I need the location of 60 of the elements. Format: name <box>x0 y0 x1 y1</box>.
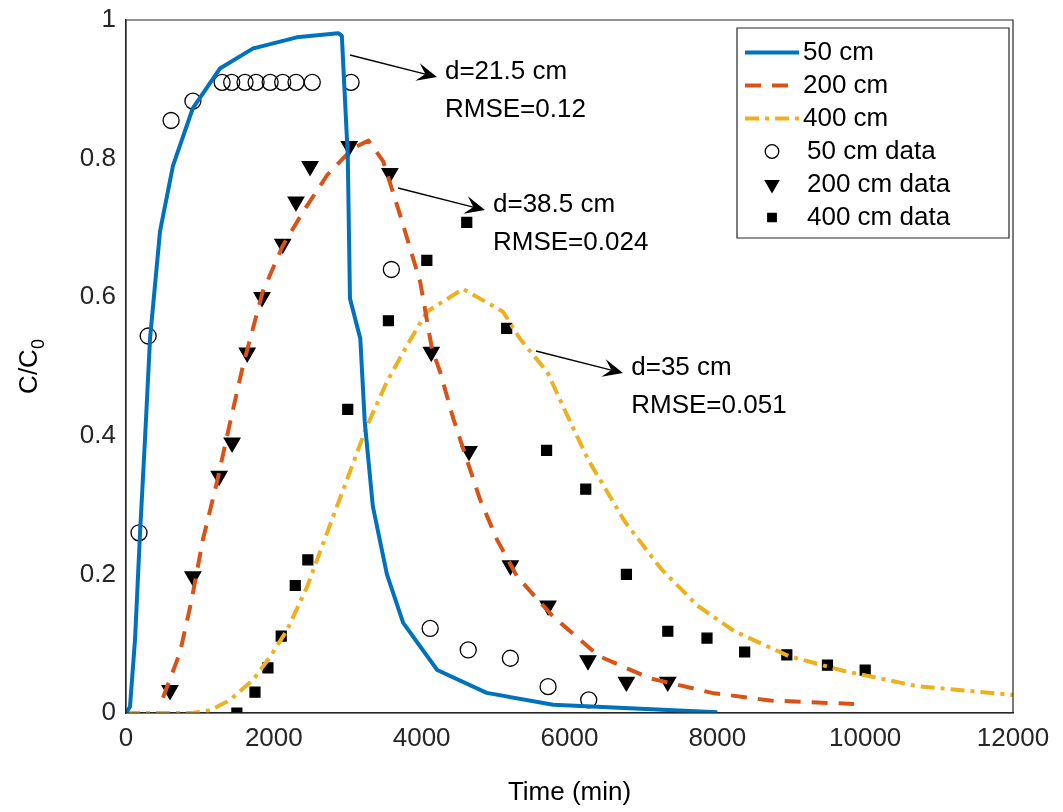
legend-label: 50 cm <box>803 35 874 66</box>
point <box>261 73 279 92</box>
point <box>501 649 520 667</box>
point <box>501 322 513 334</box>
point <box>540 444 553 456</box>
point <box>739 646 751 658</box>
x-tick-label: 4000 <box>392 721 451 752</box>
point <box>139 327 157 345</box>
point <box>289 579 301 592</box>
point <box>421 254 433 267</box>
y-tick-label: 0.2 <box>79 557 116 588</box>
point <box>287 196 305 212</box>
point <box>249 686 261 698</box>
point <box>223 437 241 453</box>
point <box>223 73 241 92</box>
point <box>579 655 597 670</box>
point <box>287 73 305 92</box>
legend-label: 200 cm data <box>807 167 951 198</box>
point <box>236 73 254 92</box>
point <box>302 554 314 566</box>
point <box>130 524 148 542</box>
x-tick-label: 8000 <box>688 721 747 752</box>
y-tick-label: 0.4 <box>79 418 116 449</box>
legend-label: 400 cm data <box>807 200 951 231</box>
y-axis-title: C/C0 <box>13 339 48 394</box>
annotation: d=38.5 cm RMSE=0.024 <box>493 187 649 259</box>
point <box>184 92 202 110</box>
point <box>701 632 713 644</box>
annotation: d=21.5 cm RMSE=0.12 <box>444 53 586 125</box>
x-tick-label: 10000 <box>829 721 902 752</box>
point <box>274 73 292 92</box>
point <box>617 676 635 692</box>
x-tick-label: 12000 <box>976 721 1050 752</box>
point <box>459 641 477 659</box>
y-tick-label: 0.6 <box>79 280 116 311</box>
point <box>247 73 265 92</box>
point <box>382 260 401 279</box>
point <box>382 315 394 327</box>
x-tick-label: 2000 <box>244 721 303 752</box>
point <box>422 346 440 362</box>
annotation: d=35 cm RMSE=0.051 <box>631 350 787 422</box>
y-tick-label: 0.8 <box>79 141 116 172</box>
point <box>342 403 354 416</box>
point <box>662 625 674 637</box>
point <box>620 568 633 580</box>
legend-label: 50 cm data <box>807 134 937 165</box>
x-tick-label: 6000 <box>540 721 599 752</box>
point <box>162 111 180 130</box>
point <box>303 73 321 92</box>
y-tick-label: 1 <box>101 3 116 34</box>
x-axis-title: Time (min) <box>507 775 632 806</box>
legend-label: 400 cm <box>803 101 889 132</box>
point <box>213 73 231 92</box>
point <box>461 216 473 228</box>
point <box>580 483 592 495</box>
legend-label: 200 cm <box>803 68 889 99</box>
y-tick-label: 0 <box>101 696 116 727</box>
point <box>539 678 557 696</box>
point <box>421 619 439 638</box>
point <box>301 161 319 176</box>
